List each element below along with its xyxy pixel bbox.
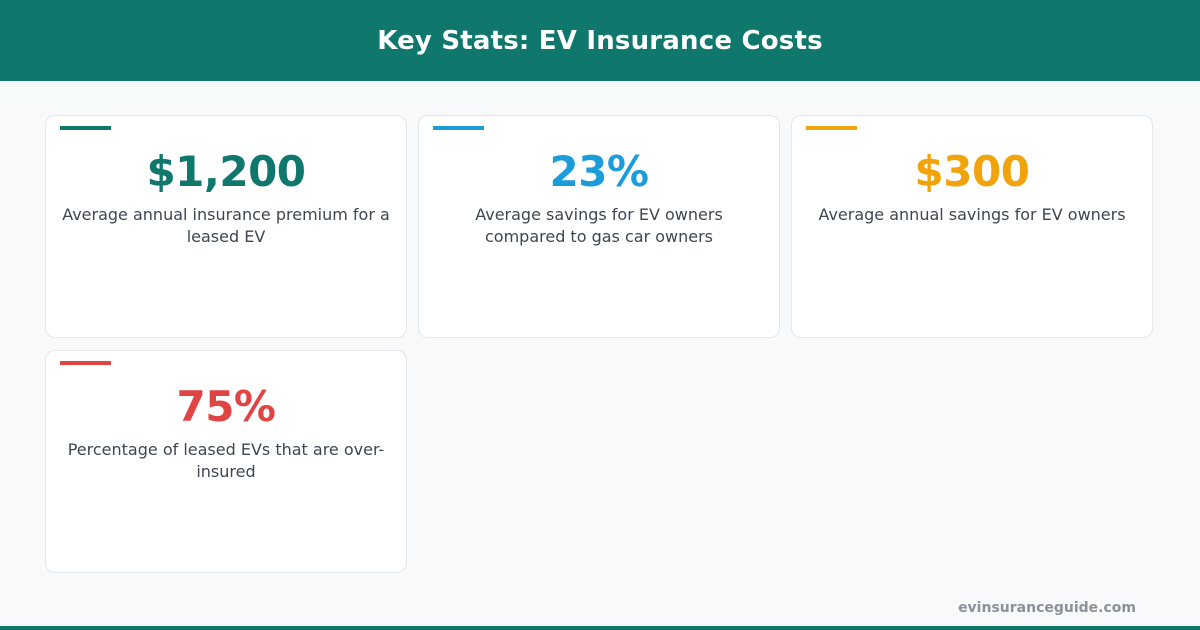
stat-description: Average annual insurance premium for a l… [62, 205, 390, 246]
site-url: evinsuranceguide.com [958, 600, 1136, 616]
stat-card-savings-percent: 23% Average savings for EV owners compar… [418, 115, 780, 338]
header-bar: Key Stats: EV Insurance Costs [0, 0, 1200, 81]
stat-description: Average annual savings for EV owners [818, 205, 1126, 224]
card-accent-bar [60, 126, 111, 130]
card-accent-bar [806, 126, 857, 130]
stat-card-over-insured: 75% Percentage of leased EVs that are ov… [45, 350, 407, 573]
stat-value: $1,200 [146, 147, 306, 196]
card-accent-bar [433, 126, 484, 130]
stat-value: 75% [176, 382, 276, 431]
page-title: Key Stats: EV Insurance Costs [377, 25, 823, 56]
stat-description: Average savings for EV owners compared t… [475, 205, 723, 246]
stat-value: $300 [914, 147, 1030, 196]
card-accent-bar [60, 361, 111, 365]
stat-description: Percentage of leased EVs that are over-i… [67, 440, 385, 481]
bottom-accent-bar [0, 626, 1200, 630]
stat-card-annual-savings: $300 Average annual savings for EV owner… [791, 115, 1153, 338]
stat-value: 23% [549, 147, 649, 196]
stat-card-annual-premium: $1,200 Average annual insurance premium … [45, 115, 407, 338]
